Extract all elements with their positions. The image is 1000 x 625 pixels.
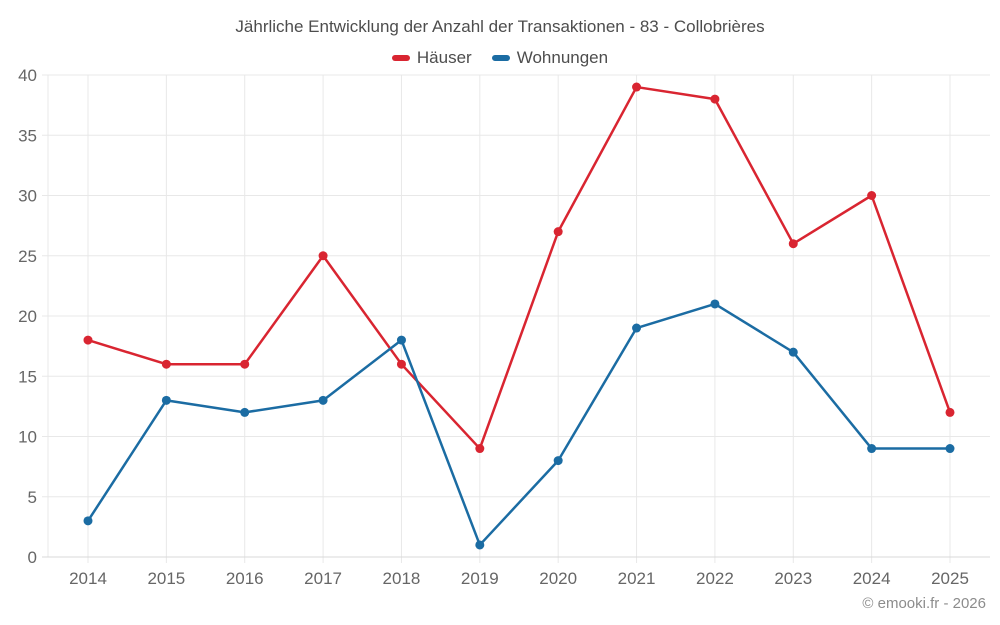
x-tick-label: 2020	[539, 569, 577, 588]
y-tick-label: 15	[18, 367, 37, 386]
data-point[interactable]	[318, 395, 328, 405]
data-point[interactable]	[161, 359, 171, 369]
data-point[interactable]	[867, 191, 877, 200]
data-point[interactable]	[632, 323, 642, 333]
y-tick-label: 30	[18, 187, 37, 206]
data-point[interactable]	[240, 359, 250, 369]
legend-label-hauser: Häuser	[416, 48, 472, 67]
chart-title: Jährliche Entwicklung der Anzahl der Tra…	[235, 17, 765, 36]
data-point[interactable]	[83, 516, 93, 526]
legend-item-hauser[interactable]: Häuser	[391, 48, 472, 68]
legend-item-wohnungen[interactable]: Wohnungen	[491, 48, 609, 68]
data-point[interactable]	[788, 347, 798, 357]
y-tick-label: 20	[18, 307, 37, 326]
data-point[interactable]	[318, 251, 328, 261]
series-line-huser	[86, 85, 952, 450]
data-point[interactable]	[83, 335, 93, 345]
data-point[interactable]	[475, 540, 485, 550]
chart-legend: Häuser Wohnungen	[0, 48, 1000, 68]
x-tick-label: 2019	[461, 569, 499, 588]
x-tick-label: 2024	[853, 569, 891, 588]
copyright: © emooki.fr - 2026	[862, 595, 986, 612]
y-tick-label: 25	[18, 247, 37, 266]
data-point[interactable]	[710, 299, 720, 309]
legend-swatch-wohnungen	[491, 55, 510, 61]
x-tick-label: 2015	[147, 569, 185, 588]
x-tick-label: 2021	[618, 569, 656, 588]
y-tick-label: 35	[18, 126, 37, 145]
data-point[interactable]	[632, 82, 642, 92]
y-tick-label: 0	[28, 548, 37, 567]
data-point[interactable]	[710, 94, 720, 104]
data-point[interactable]	[867, 444, 877, 454]
x-tick-label: 2018	[383, 569, 421, 588]
x-tick-label: 2022	[696, 569, 734, 588]
y-tick-label: 10	[18, 428, 37, 447]
data-point[interactable]	[553, 227, 563, 237]
legend-label-wohnungen: Wohnungen	[516, 48, 609, 67]
x-tick-label: 2014	[69, 569, 107, 588]
data-point[interactable]	[396, 335, 406, 345]
data-point[interactable]	[945, 407, 955, 417]
y-tick-label: 5	[28, 488, 37, 507]
data-point[interactable]	[240, 407, 250, 417]
legend-swatch-hauser	[391, 55, 410, 61]
data-point[interactable]	[945, 444, 955, 454]
x-tick-label: 2016	[226, 569, 264, 588]
data-point[interactable]	[161, 395, 171, 405]
data-point[interactable]	[396, 359, 406, 369]
series-line-wohnungen	[86, 302, 952, 547]
data-point[interactable]	[475, 444, 485, 454]
data-point[interactable]	[553, 456, 563, 466]
x-tick-label: 2017	[304, 569, 342, 588]
x-tick-label: 2025	[931, 569, 969, 588]
data-point[interactable]	[788, 239, 798, 249]
x-tick-label: 2023	[774, 569, 812, 588]
y-tick-label: 40	[18, 66, 37, 85]
